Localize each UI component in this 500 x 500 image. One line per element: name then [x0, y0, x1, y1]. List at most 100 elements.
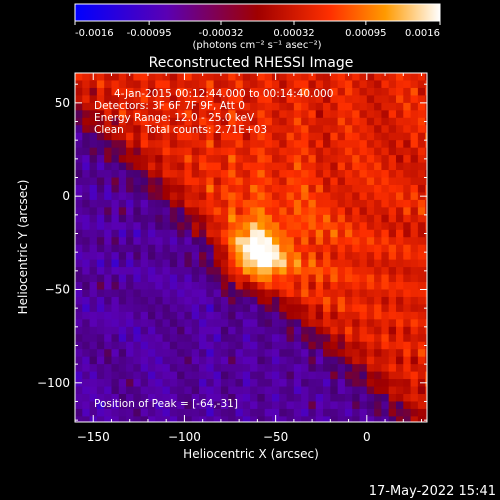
heatmap-cell — [344, 87, 353, 96]
heatmap-cell — [184, 95, 193, 104]
heatmap-cell — [301, 80, 310, 89]
heatmap-cell — [374, 304, 383, 313]
heatmap-cell — [213, 184, 222, 194]
heatmap-cell — [235, 244, 244, 253]
heatmap-cell — [425, 162, 427, 171]
heatmap-cell — [191, 416, 200, 422]
heatmap-cell — [374, 214, 383, 223]
heatmap-cell — [337, 192, 346, 201]
heatmap-cell — [410, 341, 419, 350]
heatmap-cell — [330, 289, 339, 298]
heatmap-cell — [184, 132, 193, 141]
heatmap-cell — [155, 117, 164, 126]
heatmap-cell — [337, 311, 346, 320]
heatmap-cell — [279, 222, 288, 231]
heatmap-cell — [162, 207, 171, 216]
heatmap-cell — [271, 147, 280, 156]
heatmap-cell — [199, 95, 207, 104]
heatmap-cell — [169, 349, 178, 358]
heatmap-cell — [213, 110, 222, 119]
heatmap-cell — [366, 207, 375, 216]
heatmap-cell — [286, 110, 295, 119]
heatmap-cell — [381, 117, 390, 126]
heatmap-cell — [410, 87, 419, 96]
heatmap-cell — [220, 237, 229, 246]
heatmap-cell — [323, 140, 331, 149]
heatmap-cell — [213, 267, 222, 276]
heatmap-cell — [293, 155, 302, 164]
heatmap-cell — [162, 326, 171, 335]
heatmap-cell — [264, 252, 273, 261]
heatmap-cell — [381, 304, 390, 313]
heatmap-cell — [381, 95, 390, 104]
heatmap-cell — [177, 386, 186, 395]
heatmap-cell — [250, 140, 258, 149]
heatmap-cell — [264, 319, 273, 328]
heatmap-cell — [111, 125, 120, 134]
heatmap-cell — [104, 237, 113, 246]
heatmap-cell — [118, 311, 127, 320]
heatmap-cell — [359, 214, 368, 223]
heatmap-cell — [381, 394, 390, 403]
heatmap-cell — [337, 401, 346, 410]
heatmap-cell — [250, 326, 258, 335]
heatmap-cell — [315, 267, 324, 276]
heatmap-cell — [169, 371, 178, 380]
heatmap-cell — [388, 274, 397, 283]
heatmap-cell — [118, 73, 127, 82]
heatmap-cell — [301, 155, 310, 164]
heatmap-cell — [293, 259, 302, 268]
heatmap-cell — [96, 125, 105, 134]
heatmap-cell — [374, 326, 383, 335]
heatmap-cell — [228, 80, 237, 89]
heatmap-cell — [126, 87, 134, 96]
heatmap-cell — [286, 192, 295, 201]
heatmap-cell — [118, 207, 127, 216]
heatmap-cell — [250, 214, 258, 223]
heatmap-cell — [155, 341, 164, 350]
heatmap-cell — [82, 326, 91, 335]
heatmap-cell — [75, 237, 83, 246]
heatmap-cell — [220, 155, 229, 164]
heatmap-cell — [242, 170, 251, 179]
heatmap-cell — [330, 349, 339, 358]
heatmap-cell — [403, 237, 412, 246]
heatmap-cell — [111, 192, 120, 201]
heatmap-cell — [293, 162, 302, 171]
heatmap-cell — [191, 326, 200, 335]
heatmap-cell — [235, 192, 244, 201]
heatmap-cell — [147, 259, 156, 268]
heatmap-cell — [417, 304, 426, 313]
heatmap-cell — [308, 229, 317, 238]
heatmap-cell — [381, 214, 390, 223]
heatmap-cell — [374, 252, 383, 261]
heatmap-cell — [104, 282, 113, 291]
heatmap-cell — [359, 87, 368, 96]
heatmap-cell — [279, 155, 288, 164]
heatmap-cell — [111, 296, 120, 306]
heatmap-cell — [155, 364, 164, 373]
heatmap-cell — [242, 80, 251, 89]
heatmap-cell — [395, 282, 404, 291]
heatmap-cell — [352, 125, 361, 134]
heatmap-cell — [111, 147, 120, 156]
heatmap-cell — [388, 155, 397, 164]
heatmap-cell — [213, 117, 222, 126]
heatmap-cell — [140, 274, 149, 283]
heatmap-cell — [286, 326, 295, 335]
heatmap-cell — [75, 80, 83, 89]
heatmap-cell — [75, 304, 83, 313]
heatmap-cell — [257, 296, 266, 306]
heatmap-cell — [118, 289, 127, 298]
heatmap-cell — [191, 125, 200, 134]
heatmap-cell — [279, 394, 288, 403]
heatmap-cell — [352, 274, 361, 283]
heatmap-cell — [330, 282, 339, 291]
heatmap-cell — [381, 229, 390, 238]
heatmap-cell — [184, 371, 193, 380]
heatmap-cell — [104, 356, 113, 365]
heatmap-cell — [184, 162, 193, 171]
heatmap-cell — [425, 199, 427, 208]
heatmap-cell — [301, 401, 310, 410]
heatmap-cell — [147, 379, 156, 388]
